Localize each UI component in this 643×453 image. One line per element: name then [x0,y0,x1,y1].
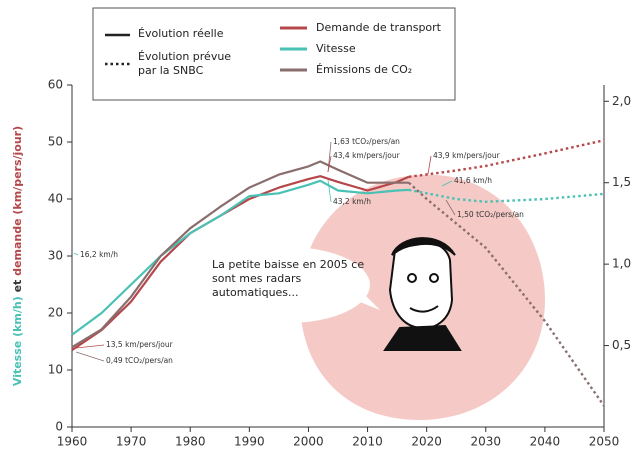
annotation: 43,4 km/pers/jour [333,151,401,160]
annotation-leader [328,180,331,202]
y2-tick-label: 1,0 [612,257,631,271]
y-title-part: et [11,280,24,293]
y-tick-label: 40 [48,192,63,206]
x-tick-label: 2040 [530,435,561,449]
y-title-part: demande (km/pers/jour) [11,126,24,276]
annotation: 16,2 km/h [80,250,118,259]
y-tick-label: 10 [48,363,63,377]
legend-label: Émissions de CO₂ [316,63,412,76]
x-tick-label: 2050 [589,435,620,449]
legend-label: Évolution prévue par la SNBC [138,50,258,84]
annotation: 43,9 km/pers/jour [433,151,501,160]
callout-text: La petite baisse en 2005 ce sont mes rad… [212,258,372,300]
annotation-leader [76,352,104,361]
chart: La petite baisse en 2005 ce sont mes rad… [0,0,643,453]
x-tick-label: 2010 [352,435,383,449]
y-tick-label: 60 [48,78,63,92]
annotation-leader [428,156,431,174]
y-axis-title: Vitesse (km/h) et demande (km/pers/jour) [11,126,24,386]
legend-label: Vitesse [316,42,356,55]
annotation: 1,50 tCO₂/pers/an [457,210,524,219]
y-tick-label: 20 [48,306,63,320]
annotation-leader [74,253,78,255]
annotation: 0,49 tCO₂/pers/an [106,356,173,365]
x-tick-label: 1990 [234,435,265,449]
x-tick-label: 1960 [57,435,88,449]
callout: La petite baisse en 2005 ce sont mes rad… [212,258,372,318]
x-tick-label: 2030 [471,435,502,449]
y-tick-label: 30 [48,249,63,263]
annotation: 1,63 tCO₂/pers/an [333,137,400,146]
y2-tick-label: 0,5 [612,338,631,352]
x-tick-label: 2000 [293,435,324,449]
legend-text: Évolution réelle [138,27,238,41]
x-tick-label: 2020 [411,435,442,449]
annotation: 41,6 km/h [454,176,492,185]
y-tick-label: 0 [55,420,63,434]
y2-tick-label: 1,5 [612,175,631,189]
x-tick-label: 1980 [175,435,206,449]
x-tick-label: 1970 [116,435,147,449]
y-tick-label: 50 [48,135,63,149]
y2-tick-label: 2,0 [612,94,631,108]
legend-label: Demande de transport [316,21,442,34]
annotation: 43,2 km/h [333,197,371,206]
y-title-part: Vitesse (km/h) [11,296,24,386]
annotation: 13,5 km/pers/jour [106,340,174,349]
legend-text: Évolution prévue par la SNBC [138,50,238,78]
